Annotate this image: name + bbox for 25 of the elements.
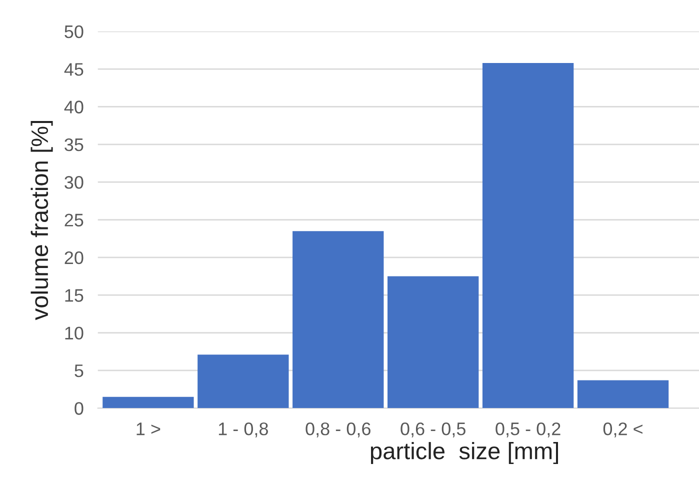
x-tick-label: 0,2 < [603,422,642,438]
y-tick-label: 10 [65,326,84,340]
y-tick-label: 5 [74,364,84,378]
y-axis-title: volume fraction [%] [30,121,53,320]
x-tick-label: 0,5 - 0,2 [496,422,560,438]
y-tick-label: 40 [64,100,84,114]
x-tick-label: 1 - 0,8 [218,422,268,438]
y-tick-label: 35 [64,138,84,152]
y-tick-label: 50 [64,25,84,38]
bar [102,396,194,408]
bar [198,354,289,408]
y-tick-label: 20 [64,251,84,264]
y-tick-label: 45 [64,63,84,76]
bar [577,380,669,408]
bar [388,276,479,408]
x-tick-label: 0,6 - 0,5 [400,422,466,438]
bar [292,231,384,408]
y-tick-label: 15 [65,289,84,302]
x-tick-label: 1 > [136,422,160,436]
bar [482,63,574,408]
x-axis-title: particle size [mm] [370,442,558,464]
y-tick-label: 0 [74,402,84,415]
y-tick-label: 25 [64,214,84,226]
y-tick-label: 30 [64,176,84,189]
x-tick-label: 0,8 - 0,6 [306,422,370,438]
